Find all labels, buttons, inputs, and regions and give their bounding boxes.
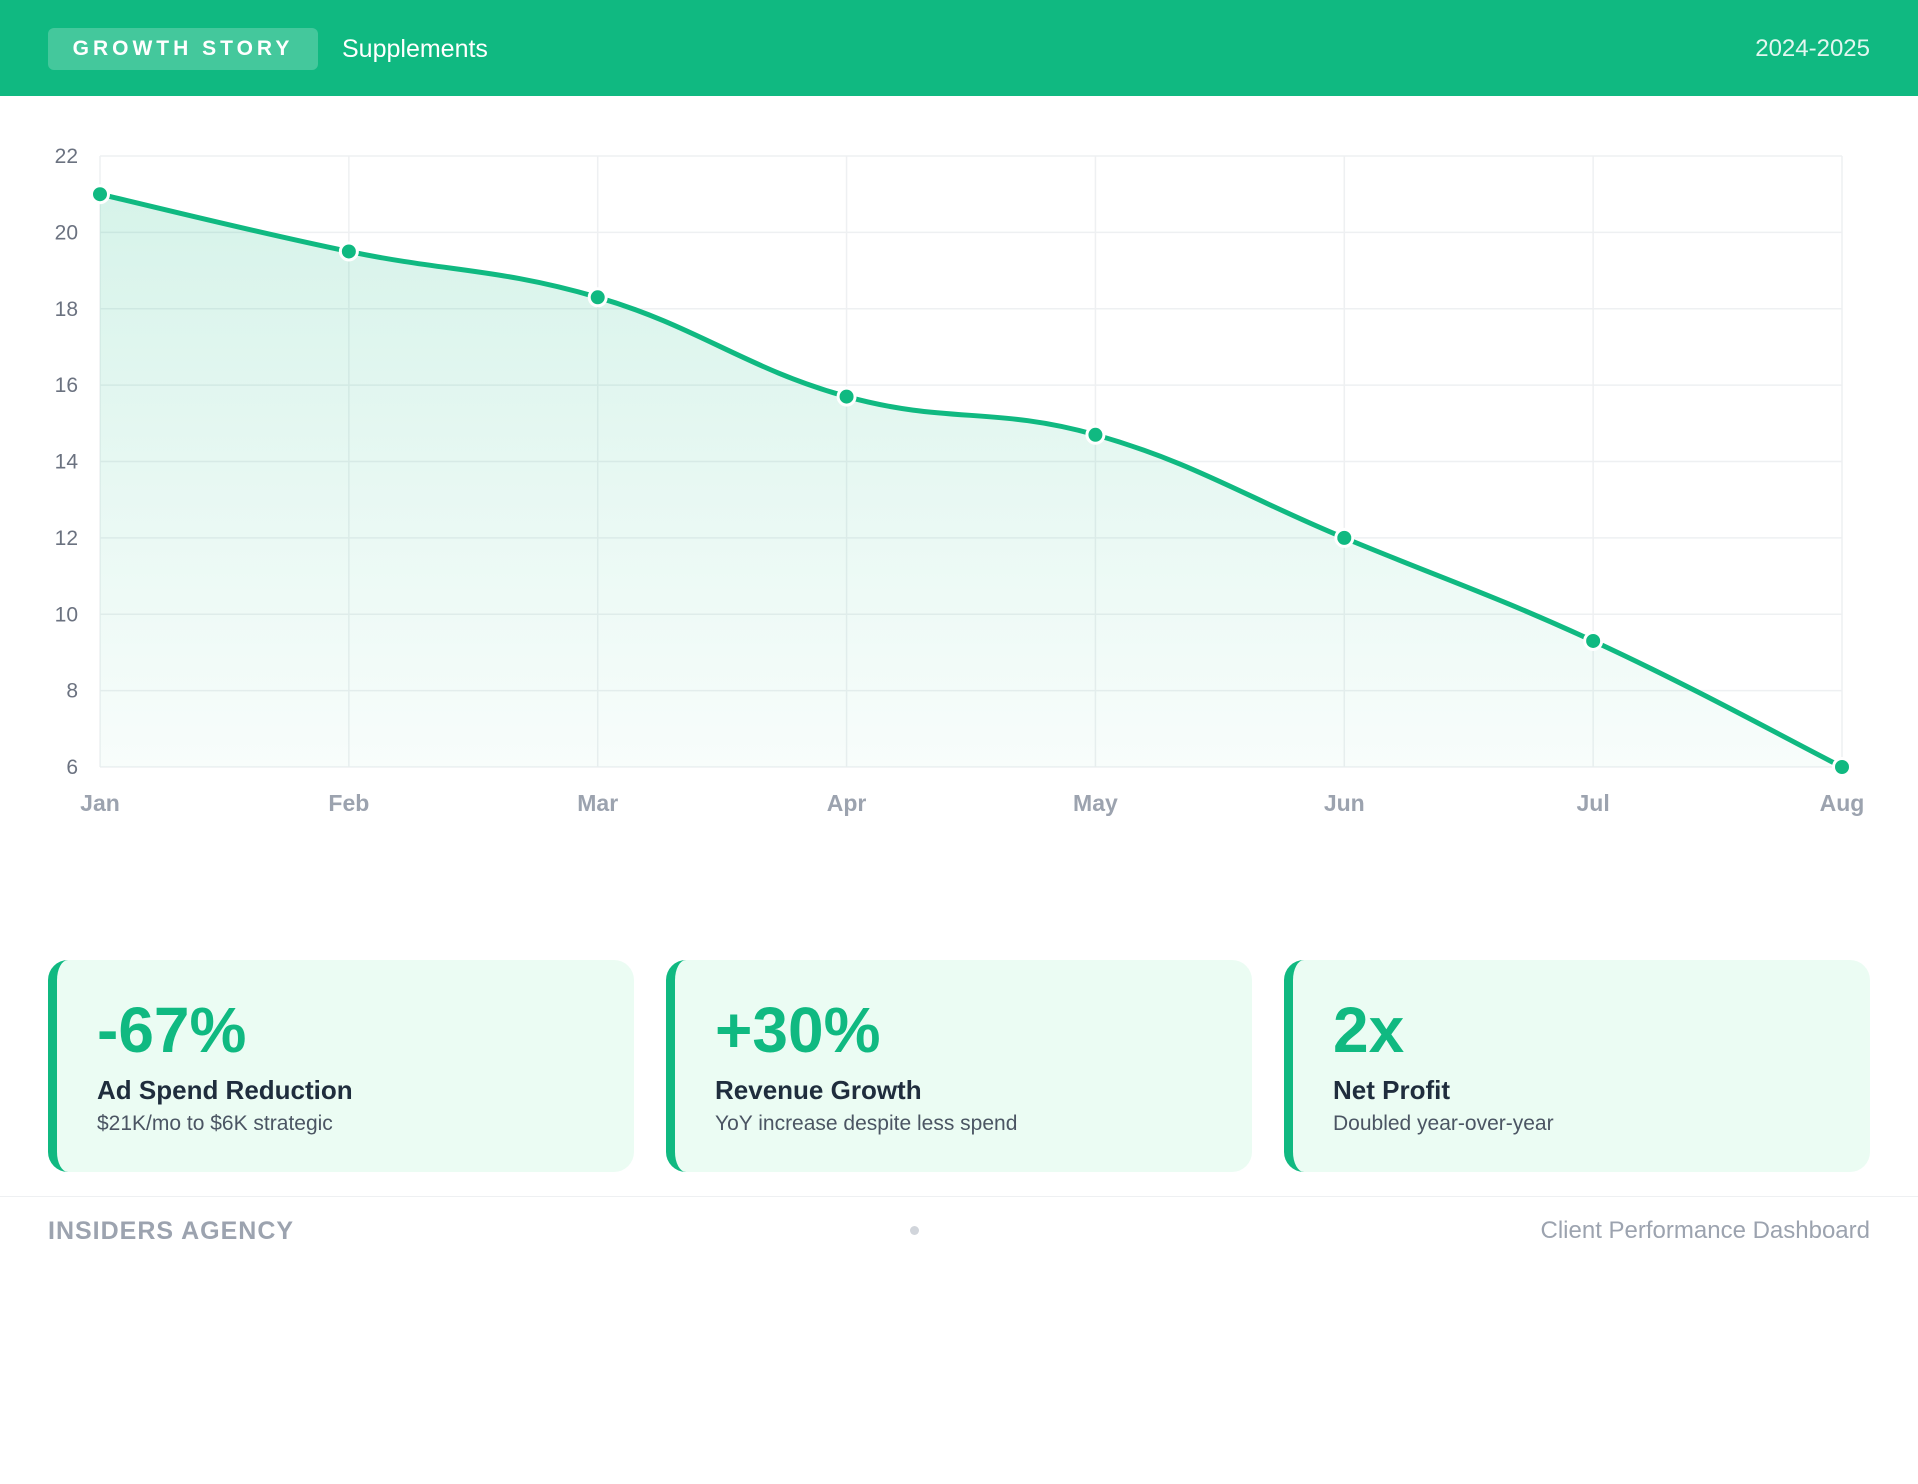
data-point-aug <box>1832 757 1852 777</box>
header-bar: GROWTH STORY Supplements 2024-2025 <box>0 0 1918 96</box>
kpi-card-net-profit: 2x Net Profit Doubled year-over-year <box>1284 960 1870 1172</box>
data-point-jul <box>1583 630 1604 651</box>
area-fill <box>100 194 1842 767</box>
x-tick-label: Feb <box>328 790 369 816</box>
series-line <box>97 191 1845 770</box>
y-tick-label: 18 <box>55 298 78 321</box>
dashboard-label: Client Performance Dashboard <box>1540 1217 1871 1244</box>
data-point-mar <box>587 287 608 308</box>
category-title: Supplements <box>342 35 488 63</box>
footer-dot-icon <box>910 1226 919 1235</box>
y-tick-label: 8 <box>66 680 78 703</box>
year-range: 2024-2025 <box>1755 35 1870 62</box>
x-tick-label: Jun <box>1324 790 1365 816</box>
data-point-jun <box>1334 527 1355 548</box>
x-tick-label: May <box>1073 790 1118 816</box>
kpi-description: $21K/mo to $6K strategic <box>97 1112 333 1135</box>
y-tick-label: 20 <box>55 221 78 244</box>
y-tick-label: 14 <box>55 451 79 474</box>
kpi-label: Ad Spend Reduction <box>97 1075 353 1105</box>
kpi-cards: -67% Ad Spend Reduction $21K/mo to $6K s… <box>48 960 1870 1172</box>
chart-area <box>100 194 1842 767</box>
y-tick-label: 6 <box>66 756 78 779</box>
x-axis-ticks: Jan Feb Mar Apr May Jun Jul Aug <box>80 790 1864 816</box>
y-tick-label: 16 <box>55 374 78 397</box>
x-tick-label: Jul <box>1577 790 1610 816</box>
x-tick-label: Jan <box>80 790 120 816</box>
footer-divider <box>0 1196 1918 1197</box>
kpi-value: +30% <box>715 994 881 1066</box>
y-tick-label: 22 <box>55 145 78 168</box>
data-point-jan <box>90 184 110 205</box>
x-tick-label: Apr <box>827 790 867 816</box>
kpi-value: 2x <box>1333 994 1405 1066</box>
kpi-label: Net Profit <box>1333 1075 1450 1105</box>
kpi-label: Revenue Growth <box>715 1075 922 1105</box>
chart-series-line <box>97 191 1845 770</box>
line-chart: 6 8 10 12 14 16 18 20 22 Jan Feb Mar Apr May Jun Jul Au… <box>55 145 1865 816</box>
kpi-value: -67% <box>97 994 247 1066</box>
x-tick-label: Aug <box>1820 790 1865 816</box>
growth-story-badge: GROWTH STORY <box>48 28 318 70</box>
kpi-description: Doubled year-over-year <box>1333 1112 1554 1135</box>
data-point-may <box>1085 424 1106 445</box>
x-tick-label: Mar <box>577 790 618 816</box>
kpi-card-ad-spend: -67% Ad Spend Reduction $21K/mo to $6K s… <box>48 960 634 1172</box>
y-tick-label: 12 <box>55 527 78 550</box>
kpi-card-revenue: +30% Revenue Growth YoY increase despite… <box>666 960 1252 1172</box>
kpi-description: YoY increase despite less spend <box>715 1112 1018 1135</box>
y-axis-ticks: 6 8 10 12 14 16 18 20 22 <box>55 145 79 779</box>
agency-name: INSIDERS AGENCY <box>48 1217 295 1245</box>
data-point-feb <box>338 241 359 262</box>
y-tick-label: 10 <box>55 603 78 626</box>
data-point-apr <box>836 386 857 407</box>
chart-points <box>90 184 1852 777</box>
